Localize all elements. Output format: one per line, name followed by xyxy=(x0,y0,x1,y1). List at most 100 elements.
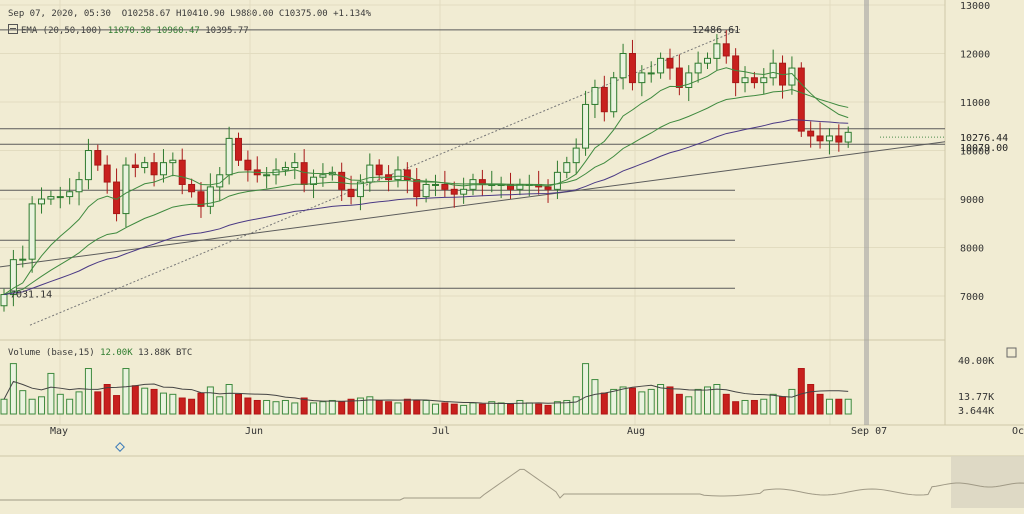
volume-bar xyxy=(835,398,843,415)
volume-bar xyxy=(572,396,580,415)
candle-body xyxy=(797,67,805,132)
candle-body xyxy=(769,62,777,79)
volume-bar xyxy=(235,393,242,415)
ema-20-line xyxy=(3,67,849,295)
price-tick-label: 13000 xyxy=(960,1,990,12)
candle-body xyxy=(591,86,599,105)
candle-body xyxy=(375,164,383,176)
volume-bar xyxy=(807,384,815,415)
volume-bar xyxy=(0,398,8,415)
pane-settings-icon xyxy=(1006,347,1017,358)
candle-body xyxy=(704,57,711,64)
volume-bar xyxy=(75,391,83,415)
volume-bar xyxy=(779,396,787,415)
volume-bar xyxy=(431,403,439,415)
candle-body xyxy=(366,164,374,183)
price-tick-label: 12000 xyxy=(960,50,990,61)
candle-body xyxy=(441,183,449,190)
candle-body xyxy=(431,183,439,186)
support-trend-line xyxy=(0,141,946,268)
volume-bar xyxy=(525,402,533,415)
candle-body xyxy=(657,57,665,74)
volume-bar xyxy=(366,396,374,415)
volume-bar xyxy=(413,399,421,415)
volume-bar xyxy=(535,403,543,415)
volume-bar xyxy=(28,398,36,415)
candle-body xyxy=(300,162,308,185)
candle-body xyxy=(47,196,55,200)
ema-label: EMA (20,50,100) xyxy=(21,26,103,36)
candle-body xyxy=(263,174,271,177)
time-tick-label: Jul xyxy=(432,426,450,437)
candle-body xyxy=(281,167,289,171)
candle-body xyxy=(131,164,139,169)
volume-bar xyxy=(591,379,599,415)
volume-bar xyxy=(178,397,186,415)
candle-body xyxy=(94,150,102,166)
volume-bar xyxy=(291,402,299,415)
ema-100-value: 10395.77 xyxy=(205,26,249,36)
volume-bar xyxy=(507,403,515,415)
candle-body xyxy=(394,169,402,181)
candle-body xyxy=(310,176,318,185)
candle-body xyxy=(732,55,740,84)
volume-tick-label: 3.644K xyxy=(958,406,994,417)
volume-bar xyxy=(225,384,233,415)
volume-bar xyxy=(169,393,177,415)
volume-average-line xyxy=(3,380,849,405)
candle-body xyxy=(760,77,768,84)
volume-bar xyxy=(469,402,477,415)
volume-bar xyxy=(722,393,730,415)
axes: 13000 12000 11000 10000 9000 8000 7000 10276.44… xyxy=(10,1,1024,452)
candle-body xyxy=(450,188,458,195)
volume-bar xyxy=(516,399,524,415)
candle-body xyxy=(844,131,852,143)
volume-tick-label: 13.77K xyxy=(958,392,994,403)
ema-legend[interactable]: EMA (20,50,100) 11070.38 10960.47 10395.… xyxy=(8,24,249,36)
candle-body xyxy=(19,258,27,261)
volume-bar xyxy=(563,399,571,415)
navigator[interactable] xyxy=(0,455,1024,508)
candle-body xyxy=(563,162,571,173)
time-tick-label: Sep 07 xyxy=(851,426,887,437)
volume-bar xyxy=(610,388,618,415)
candle-body xyxy=(685,72,693,88)
ema-50-line xyxy=(3,89,849,296)
price-tick-label: 7000 xyxy=(960,292,984,303)
volume-bar xyxy=(685,396,693,415)
candle-body xyxy=(750,77,758,84)
volume-bar xyxy=(769,393,777,415)
volume-bar xyxy=(600,392,608,415)
candle-body xyxy=(197,191,205,207)
price-tick-label: 9000 xyxy=(960,195,984,206)
volume-bar xyxy=(619,386,627,415)
volume-bar xyxy=(47,372,55,415)
candle-body xyxy=(807,130,815,137)
volume-bar xyxy=(647,388,655,415)
volume-bar xyxy=(460,404,468,415)
volume-bar xyxy=(159,392,167,415)
low-annotation: 7031.14 xyxy=(10,290,52,301)
ema-lines xyxy=(3,67,849,296)
candle-body xyxy=(225,137,233,176)
candle-body xyxy=(178,159,186,185)
candle-body xyxy=(460,188,468,195)
candle-body xyxy=(38,198,46,205)
candle-body xyxy=(675,67,683,88)
navigator-line xyxy=(0,468,1024,501)
volume-bar xyxy=(103,384,111,415)
ema-50-value: 10960.47 xyxy=(156,26,200,36)
candle-body xyxy=(572,147,580,164)
collapse-icon[interactable] xyxy=(8,24,18,34)
volume-bar xyxy=(704,386,711,415)
candle-body xyxy=(291,162,299,168)
volume-bar xyxy=(478,403,486,415)
volume-bar xyxy=(675,393,683,415)
volume-bar xyxy=(741,399,749,415)
candle-body xyxy=(553,171,561,190)
volume-bar xyxy=(497,402,505,415)
candle-body xyxy=(413,179,421,198)
volume-bar xyxy=(56,393,64,415)
candle-body xyxy=(741,77,749,84)
